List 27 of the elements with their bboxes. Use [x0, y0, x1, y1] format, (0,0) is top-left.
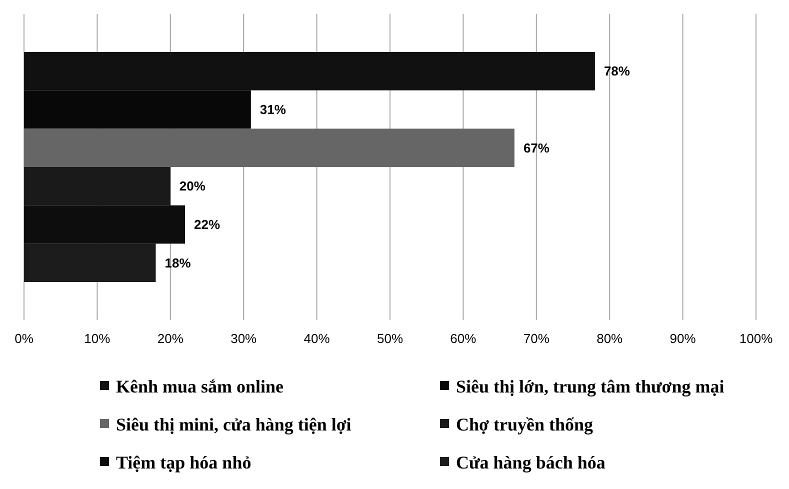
bar [24, 244, 156, 282]
data-label: 31% [260, 102, 286, 118]
bar [24, 167, 170, 206]
x-tick-label: 0% [14, 331, 34, 346]
legend-label: Siêu thị mini, cửa hàng tiện lợi [116, 414, 352, 434]
x-tick-label: 50% [376, 331, 404, 346]
data-label: 18% [164, 255, 192, 270]
data-label: 22% [194, 217, 220, 232]
x-tick-label: 10% [84, 331, 111, 346]
legend-label: Kênh mua sắm online [116, 376, 284, 396]
legend-label: Chợ truyền thống [456, 414, 593, 434]
legend-label: Tiệm tạp hóa nhỏ [116, 452, 252, 472]
x-tick-label: 40% [304, 331, 330, 346]
x-tick-label: 20% [157, 331, 184, 346]
x-tick-label: 80% [596, 331, 624, 346]
bar [24, 128, 514, 167]
data-label: 67% [523, 140, 550, 156]
data-label: 78% [604, 64, 630, 79]
legend-label: Siêu thị lớn, trung tâm thương mại [456, 376, 724, 396]
data-label: 20% [179, 178, 206, 194]
x-tick-label: 100% [739, 331, 774, 346]
x-tick-label: 90% [670, 331, 696, 346]
bar [24, 205, 186, 244]
x-tick-label: 60% [450, 331, 477, 346]
x-tick-label: 30% [230, 331, 258, 346]
legend-label: Cửa hàng bách hóa [456, 452, 606, 472]
x-tick-label: 70% [523, 331, 550, 346]
